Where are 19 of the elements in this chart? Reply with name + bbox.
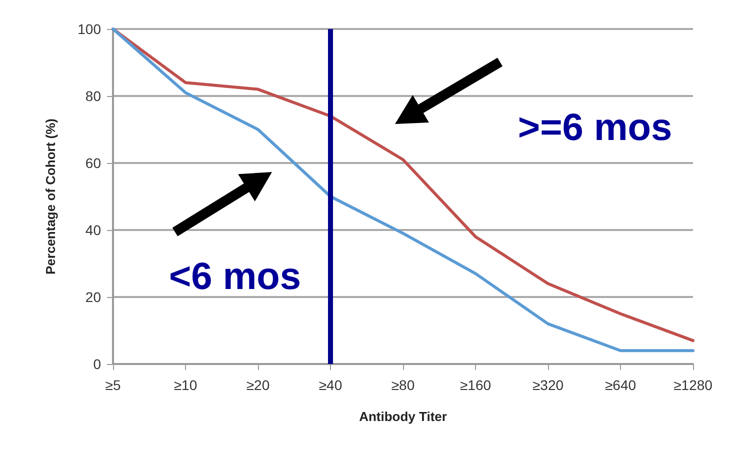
y-tick-label: 60: [85, 155, 102, 171]
x-axis-title: Antibody Titer: [359, 409, 447, 424]
x-tick-label: ≥320: [532, 377, 564, 393]
annotation: >=6 mos: [518, 107, 672, 149]
y-tick-label: 40: [85, 222, 102, 238]
x-tick-label: ≥10: [174, 377, 198, 393]
x-tick-label: ≥80: [391, 377, 415, 393]
y-tick-label: 20: [85, 289, 102, 305]
x-tick-label: ≥20: [246, 377, 270, 393]
x-tick-label: ≥640: [604, 377, 636, 393]
y-tick-label: 100: [78, 21, 102, 37]
x-tick-label: ≥40: [318, 377, 342, 393]
annotation: <6 mos: [168, 256, 302, 298]
y-axis-title: Percentage of Cohort (%): [43, 118, 58, 275]
x-tick-label: ≥5: [105, 377, 121, 393]
x-tick-label: ≥160: [460, 377, 492, 393]
y-tick-label: 80: [85, 88, 102, 104]
x-tick-label: ≥1280: [674, 377, 713, 393]
y-tick-label: 0: [93, 356, 102, 372]
